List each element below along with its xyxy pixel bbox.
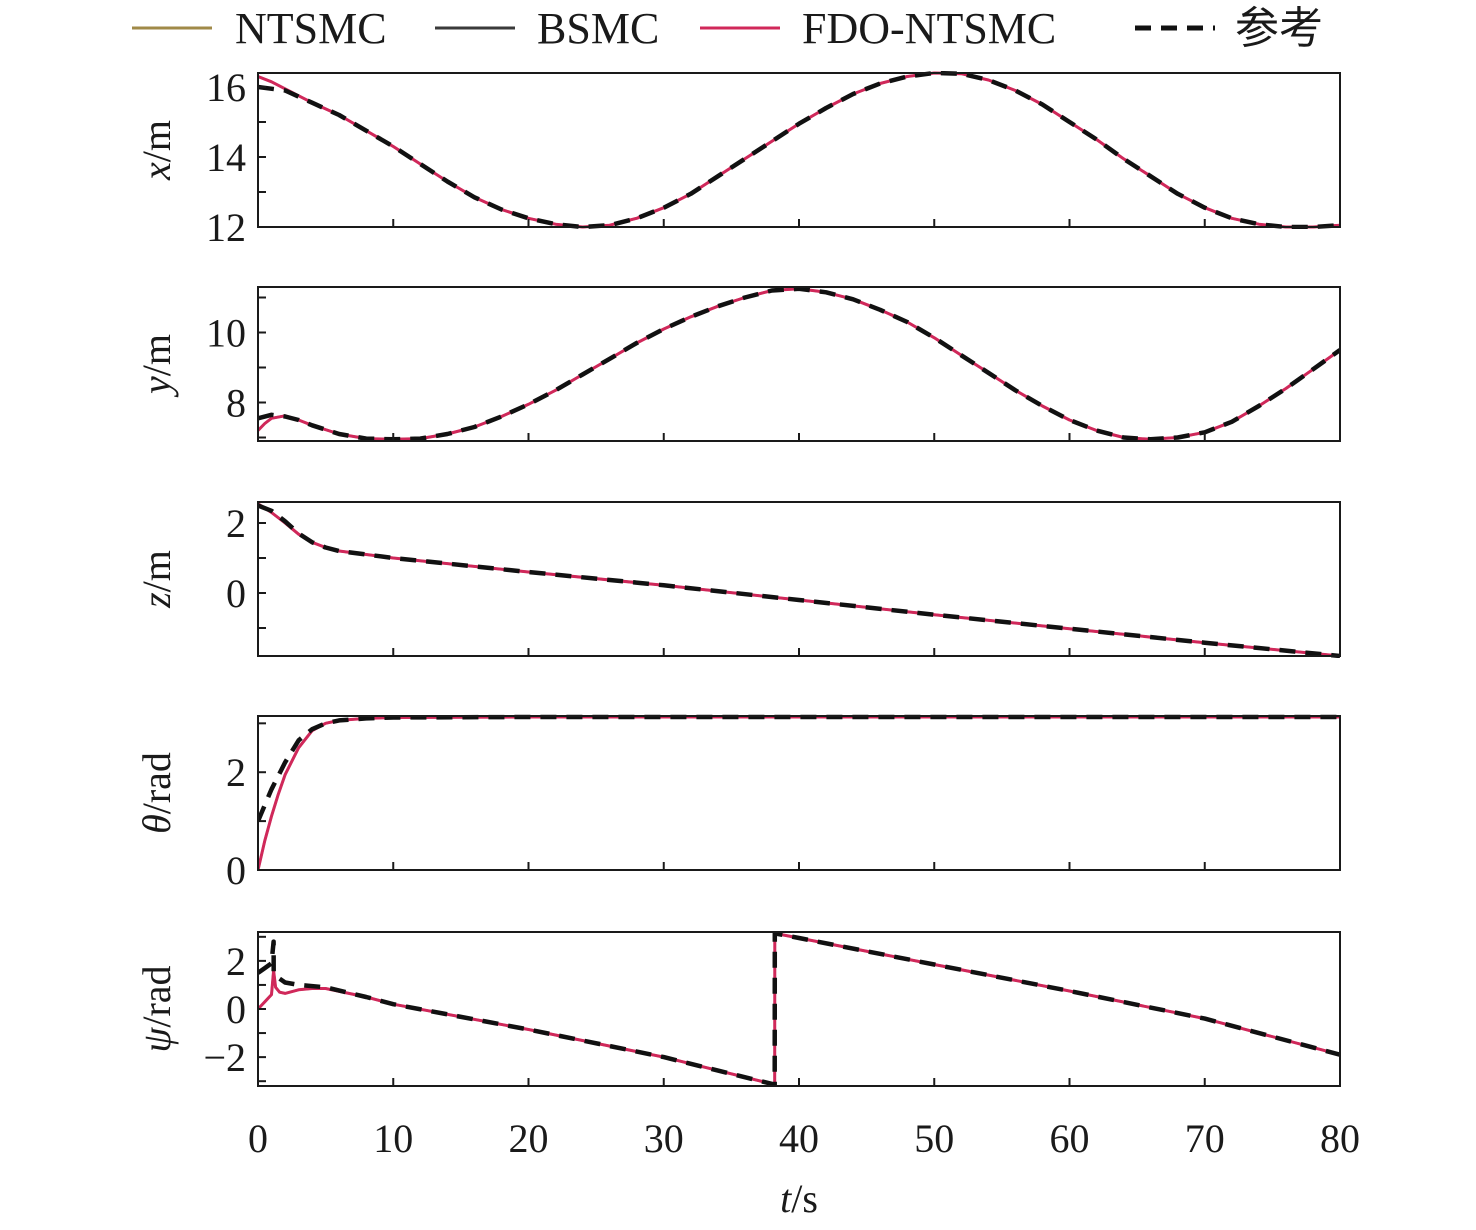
- series-line-ntsmc: [258, 287, 1340, 441]
- x-axis-label: t/s: [780, 1176, 818, 1221]
- x-tick-label: 40: [779, 1116, 819, 1161]
- x-tick-label: 80: [1320, 1116, 1360, 1161]
- x-tick-label: 60: [1050, 1116, 1090, 1161]
- y-tick-label: 0: [226, 848, 246, 893]
- legend: NTSMC BSMC FDO-NTSMC 参考: [132, 4, 1323, 53]
- x-tick-label: 50: [914, 1116, 954, 1161]
- y-tick-label: 14: [206, 135, 246, 180]
- series-line-ntsmc: [258, 715, 1340, 871]
- y-axis-unit: /rad: [134, 965, 179, 1027]
- series-group: [258, 71, 1340, 229]
- y-tick-label: 2: [226, 501, 246, 546]
- plot-frame: [257, 501, 1341, 657]
- legend-label: 参考: [1235, 4, 1323, 53]
- y-axis-unit: /m: [134, 334, 179, 376]
- y-tick-label: 10: [206, 311, 246, 356]
- y-tick-label: 12: [206, 205, 246, 250]
- plot-frame: [257, 286, 1341, 442]
- x-axis-unit: /s: [791, 1176, 818, 1221]
- series-line-fdo-ntsmc: [258, 71, 1340, 229]
- y-axis-unit: /m: [134, 120, 179, 162]
- legend-item-4: 参考: [1135, 4, 1323, 53]
- y-axis-label: θ/rad: [134, 752, 179, 834]
- y-tick-label: −2: [203, 1035, 246, 1080]
- legend-item-2: BSMC: [435, 4, 659, 53]
- series-group: [258, 502, 1340, 658]
- legend-label: BSMC: [537, 4, 659, 53]
- x-tick-label: 0: [248, 1116, 268, 1161]
- plot-frame: [257, 715, 1341, 871]
- y-axis-var: ψ: [134, 1027, 179, 1053]
- series-line-reference: [258, 931, 1340, 1087]
- y-tick-label: 0: [226, 571, 246, 616]
- y-axis-unit: /m: [134, 550, 179, 592]
- panel-x-plot: 12 14 16 x/m: [134, 65, 1341, 250]
- series-line-ntsmc: [258, 71, 1340, 229]
- series-line-reference: [258, 503, 1340, 658]
- y-axis-label: x/m: [134, 120, 179, 181]
- series-line-bsmc: [258, 715, 1340, 871]
- y-tick-label: 2: [226, 750, 246, 795]
- series-line-reference: [258, 286, 1340, 442]
- y-axis-label: z/m: [134, 550, 179, 609]
- legend-item-3: FDO-NTSMC: [700, 4, 1056, 53]
- x-axis: 0 10 20 30 40 50 60 70 80 t/s: [248, 1116, 1360, 1221]
- y-axis-var: z: [134, 592, 179, 609]
- y-axis-var: y: [134, 376, 179, 398]
- series-line-reference: [258, 714, 1340, 822]
- y-tick-label: 0: [226, 987, 246, 1032]
- series-group: [258, 714, 1340, 871]
- x-tick-label: 30: [644, 1116, 684, 1161]
- plot-frame: [257, 72, 1341, 228]
- y-tick-label: 2: [226, 939, 246, 984]
- series-line-bsmc: [258, 71, 1340, 229]
- panel-θ-plot: 0 2 θ/rad: [134, 714, 1341, 893]
- y-axis-label: y/m: [134, 334, 179, 398]
- legend-label: NTSMC: [235, 4, 387, 53]
- series-group: [258, 931, 1340, 1087]
- series-group: [258, 286, 1340, 442]
- series-line-bsmc: [258, 502, 1340, 658]
- x-tick-label: 20: [509, 1116, 549, 1161]
- x-axis-var: t: [780, 1176, 792, 1221]
- panel-z-plot: 0 2 z/m: [134, 501, 1341, 658]
- y-tick-label: 8: [226, 381, 246, 426]
- y-axis-unit: /rad: [134, 752, 179, 814]
- legend-label: FDO-NTSMC: [802, 4, 1056, 53]
- series-line-fdo-ntsmc: [258, 715, 1340, 871]
- x-tick-label: 70: [1185, 1116, 1225, 1161]
- series-line-fdo-ntsmc: [258, 287, 1340, 441]
- y-tick-label: 16: [206, 65, 246, 110]
- y-axis-var: x: [134, 162, 179, 181]
- y-axis-label: ψ/rad: [134, 965, 179, 1052]
- y-axis-var: θ: [134, 814, 179, 834]
- series-line-reference: [258, 71, 1340, 229]
- x-tick-label: 10: [373, 1116, 413, 1161]
- series-line-fdo-ntsmc: [258, 502, 1340, 658]
- panel-ψ-plot: −202 ψ/rad: [134, 931, 1341, 1087]
- series-line-bsmc: [258, 287, 1340, 441]
- series-line-ntsmc: [258, 502, 1340, 658]
- panel-y-plot: 8 10 y/m: [134, 286, 1341, 442]
- legend-item-1: NTSMC: [132, 4, 387, 53]
